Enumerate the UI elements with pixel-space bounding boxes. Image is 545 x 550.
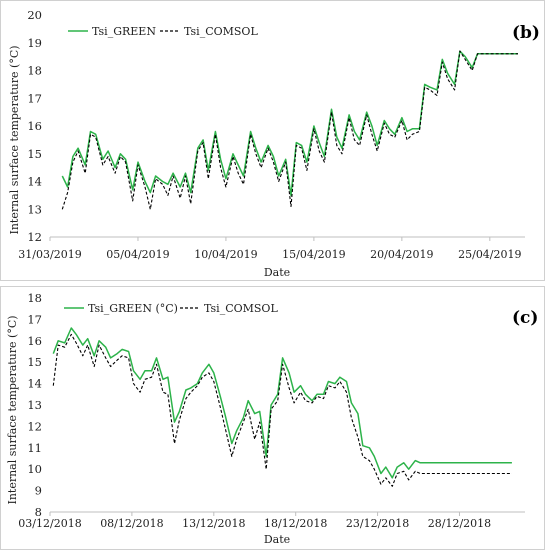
chart-b-xlabel: Date <box>264 266 290 279</box>
chart-b-ytick-label: 12 <box>27 230 42 244</box>
chart-c-ytick-label: 15 <box>27 355 42 369</box>
chart-b-xtick-label: 31/03/2019 <box>18 248 81 261</box>
chart-b-ytick-label: 20 <box>27 8 42 22</box>
chart-c-ytick-label: 13 <box>27 398 42 412</box>
chart-panel-c: 8 9 10 11 12 13 14 15 16 17 18 03/12/2018 08/12/201… <box>0 286 545 550</box>
chart-b-ytick-label: 17 <box>27 91 42 105</box>
legend-label-comsol: Tsi_COMSOL <box>184 25 258 38</box>
chart-c-ytick-label: 12 <box>27 419 42 433</box>
chart-b-ytick-label: 14 <box>27 175 42 189</box>
chart-b-series-green-line <box>61 50 518 197</box>
chart-b-ytick-label: 19 <box>27 36 42 50</box>
chart-c-ylabel: Internal surface temperature (°C) <box>6 315 19 504</box>
chart-b-ytick-label: 15 <box>27 147 42 161</box>
chart-b-ylabel: Internal surface temperature (°C) <box>8 45 21 234</box>
chart-c-ytick-label: 9 <box>35 484 42 498</box>
chart-b-ytick-label: 13 <box>27 202 42 216</box>
chart-c-series <box>52 327 512 487</box>
chart-c-xticks: 03/12/2018 08/12/2018 13/12/2018 18/12/2018… <box>18 512 491 530</box>
chart-b-xtick-label: 05/04/2019 <box>106 248 169 261</box>
chart-b-ytick-label: 16 <box>27 119 42 133</box>
chart-c-ytick-label: 11 <box>27 441 42 455</box>
chart-b-frame <box>0 0 545 281</box>
chart-c-ytick-label: 16 <box>27 334 42 348</box>
chart-c-ytick-label: 17 <box>27 312 42 326</box>
legend-label-comsol: Tsi_COMSOL <box>204 302 278 315</box>
chart-c-panel-label: (c) <box>512 308 538 328</box>
chart-c-xtick-label: 23/12/2018 <box>346 517 409 530</box>
chart-b-xtick-label: 15/04/2019 <box>282 248 345 261</box>
chart-c-ytick-label: 18 <box>27 291 42 305</box>
chart-c-series-green-line <box>52 327 512 479</box>
chart-c-xtick-label: 03/12/2018 <box>18 517 81 530</box>
chart-c-yticks: 8 9 10 11 12 13 14 15 16 17 18 <box>27 291 42 519</box>
chart-c-xlabel: Date <box>264 533 290 546</box>
chart-b-xtick-label: 10/04/2019 <box>194 248 257 261</box>
chart-b-xtick-label: 25/04/2019 <box>458 248 521 261</box>
chart-c-legend: Tsi_GREEN (°C) Tsi_COMSOL <box>64 302 278 315</box>
chart-b-series <box>61 50 518 210</box>
legend-label-green: Tsi_GREEN <box>92 25 156 38</box>
chart-c-xtick-label: 13/12/2018 <box>182 517 245 530</box>
legend-label-green: Tsi_GREEN (°C) <box>88 302 178 315</box>
chart-b-panel-label: (b) <box>512 23 540 43</box>
chart-b-xticks: 31/03/2019 05/04/2019 10/04/2019 15/04/2019… <box>18 237 522 261</box>
chart-b-yticks: 12 13 14 15 16 17 18 19 20 <box>27 8 42 244</box>
chart-b-series-comsol-line <box>61 50 518 210</box>
chart-c-ytick-label: 10 <box>27 462 42 476</box>
chart-c-ytick-label: 8 <box>35 505 42 519</box>
chart-b-legend: Tsi_GREEN Tsi_COMSOL <box>68 25 258 38</box>
chart-c-series-comsol-line <box>52 333 512 487</box>
chart-c-xtick-label: 28/12/2018 <box>428 517 491 530</box>
chart-c-xtick-label: 08/12/2018 <box>100 517 163 530</box>
chart-c-xtick-label: 18/12/2018 <box>264 517 327 530</box>
chart-b-xtick-label: 20/04/2019 <box>370 248 433 261</box>
chart-b-ytick-label: 18 <box>27 64 42 78</box>
chart-c-ytick-label: 14 <box>27 377 42 391</box>
chart-panel-b: 12 13 14 15 16 17 18 19 20 31/03/2019 05/04/2019 1… <box>0 0 545 281</box>
chart-c-frame <box>0 286 545 550</box>
